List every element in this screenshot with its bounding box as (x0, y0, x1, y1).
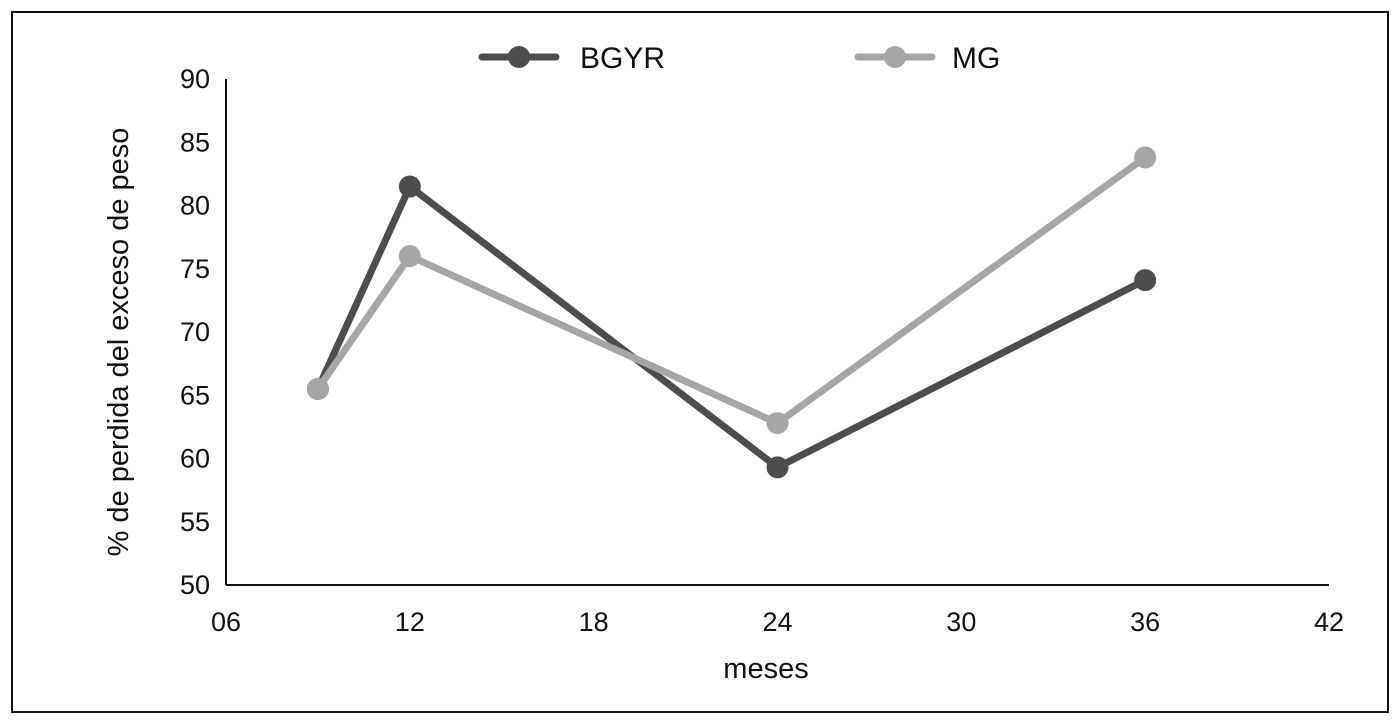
x-axis-label: meses (723, 653, 808, 685)
x-axis: 06 12 18 24 30 36 42 (211, 584, 1344, 637)
legend-swatch-marker (884, 46, 906, 68)
x-tick-label: 06 (211, 607, 241, 637)
legend-label: MG (952, 42, 1000, 75)
plot-area (306, 146, 1157, 479)
data-point (1134, 269, 1157, 292)
data-point (306, 377, 329, 400)
y-tick-label: 65 (180, 380, 210, 410)
y-tick-label: 85 (180, 127, 210, 157)
y-tick-label: 55 (180, 507, 210, 537)
data-point (766, 456, 789, 479)
series-line (314, 153, 1149, 427)
y-tick-label: 75 (180, 254, 210, 284)
y-tick-label: 80 (180, 191, 210, 221)
data-point (1134, 146, 1157, 169)
x-tick-label: 30 (946, 607, 976, 637)
data-point (398, 175, 421, 198)
y-axis-label: % de perdida del exceso de peso (103, 128, 135, 557)
x-tick-label: 18 (579, 607, 609, 637)
series-mg (306, 146, 1157, 435)
y-tick-label: 50 (180, 570, 210, 600)
chart-frame (11, 11, 1389, 713)
legend-item-mg: MG (854, 42, 1000, 75)
legend-swatch-marker (508, 46, 530, 68)
y-tick-label: 70 (180, 317, 210, 347)
data-point (766, 412, 789, 435)
data-point (398, 245, 421, 268)
y-tick-label: 90 (180, 64, 210, 94)
legend-label: BGYR (580, 42, 665, 75)
legend-item-bgyr: BGYR (478, 42, 665, 75)
x-tick-label: 24 (762, 607, 792, 637)
x-tick-label: 42 (1314, 607, 1344, 637)
y-tick-label: 60 (180, 444, 210, 474)
series-line (314, 183, 1149, 471)
legend: BGYR MG (478, 42, 1000, 75)
x-tick-label: 12 (395, 607, 425, 637)
x-tick-label: 36 (1130, 607, 1160, 637)
y-axis: 50 55 60 65 70 75 80 85 90 (180, 64, 227, 600)
